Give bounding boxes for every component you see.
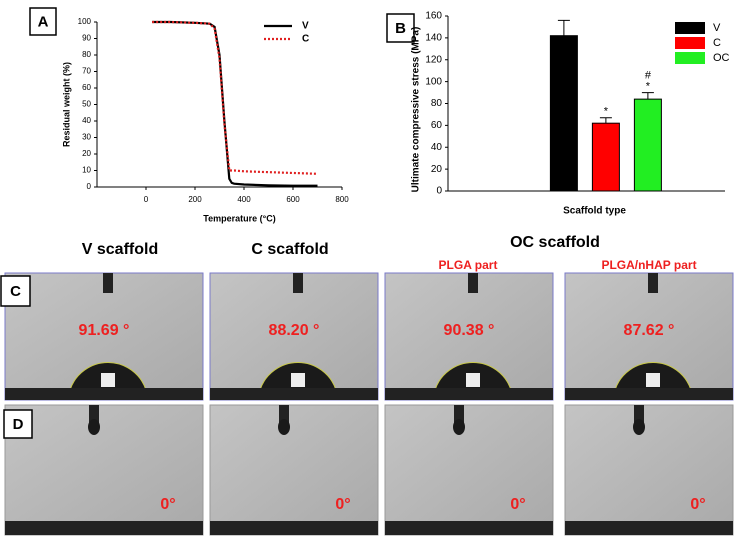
- droplet-highlight: [101, 373, 115, 387]
- scaffold-base: [210, 521, 378, 535]
- legend-label: C: [302, 34, 309, 45]
- y-axis-title: Residual weight (%): [61, 62, 71, 147]
- needle: [103, 273, 113, 293]
- droplet: [633, 419, 645, 435]
- y-tick-label: 70: [82, 67, 91, 76]
- legend-label: V: [713, 22, 721, 34]
- x-tick-label: 800: [335, 195, 349, 204]
- significance-mark: #: [645, 69, 652, 81]
- panel-label: C: [10, 283, 21, 300]
- error-bar: [557, 19, 570, 36]
- y-tick-label: 120: [425, 54, 442, 65]
- contact-angle: 0°: [335, 496, 350, 513]
- y-axis-title: Ultimate compressive stress (MPa): [411, 27, 422, 193]
- panel-label-box: [386, 13, 415, 43]
- column-title: V scaffold: [82, 241, 158, 258]
- photo: [4, 404, 204, 536]
- y-tick-label: 60: [431, 120, 443, 131]
- legend-label: V: [302, 21, 309, 32]
- y-tick-label: 160: [425, 11, 442, 22]
- panel-label: B: [395, 20, 406, 37]
- needle: [454, 405, 464, 423]
- scaffold-base: [565, 388, 733, 400]
- droplet-highlight: [291, 373, 305, 387]
- droplet-highlight: [646, 373, 660, 387]
- column-title: C scaffold: [251, 241, 328, 258]
- y-tick-label: 40: [82, 116, 91, 125]
- droplet-highlight: [466, 373, 480, 387]
- contact-angle: 88.20 °: [269, 322, 320, 339]
- legend-swatch: [675, 52, 705, 64]
- x-tick-label: 0: [144, 195, 149, 204]
- scaffold-base: [565, 521, 733, 535]
- needle: [648, 273, 658, 293]
- y-tick-label: 10: [82, 166, 91, 175]
- y-tick-label: 0: [87, 182, 92, 191]
- scaffold-base: [210, 388, 378, 400]
- y-tick-label: 100: [78, 17, 92, 26]
- y-tick-label: 80: [82, 50, 91, 59]
- bar: [549, 35, 578, 192]
- needle: [634, 405, 644, 423]
- contact-angle: 91.69 °: [79, 322, 130, 339]
- line-series: [152, 20, 318, 187]
- y-tick-label: 100: [425, 76, 442, 87]
- panel-label-box: [3, 409, 33, 439]
- contact-angle: 90.38 °: [444, 322, 495, 339]
- legend-swatch: [675, 22, 705, 34]
- legend-label: OC: [713, 52, 730, 64]
- droplet: [453, 419, 465, 435]
- x-axis-title: Scaffold type: [563, 206, 626, 217]
- y-tick-label: 60: [82, 83, 91, 92]
- significance-mark: *: [604, 106, 609, 118]
- needle: [279, 405, 289, 423]
- line-series: [152, 20, 318, 175]
- scaffold-base: [5, 521, 203, 535]
- legend-swatch: [675, 37, 705, 49]
- contact-angle: 0°: [510, 496, 525, 513]
- x-axis-title: Temperature (°C): [203, 213, 275, 223]
- panel-label: D: [13, 416, 24, 433]
- droplet: [88, 419, 100, 435]
- photo: [564, 404, 734, 536]
- y-tick-label: 0: [436, 186, 442, 197]
- column-subtitle: PLGA part: [439, 258, 498, 272]
- contact-angle: 0°: [690, 496, 705, 513]
- y-tick-label: 50: [82, 100, 91, 109]
- panel-label-box: [0, 275, 31, 307]
- y-tick-label: 20: [82, 149, 91, 158]
- needle: [468, 273, 478, 293]
- photo: [209, 404, 379, 536]
- y-tick-label: 40: [431, 142, 443, 153]
- legend-label: C: [713, 37, 721, 49]
- x-tick-label: 200: [188, 195, 202, 204]
- y-tick-label: 80: [431, 98, 443, 109]
- contact-angle: 87.62 °: [624, 322, 675, 339]
- error-bar: [599, 117, 612, 124]
- needle: [293, 273, 303, 293]
- needle: [89, 405, 99, 423]
- x-tick-label: 600: [286, 195, 300, 204]
- bar: [633, 98, 662, 192]
- panel-label: A: [38, 13, 49, 30]
- bar: [591, 122, 620, 192]
- scaffold-base: [385, 388, 553, 400]
- y-tick-label: 30: [82, 133, 91, 142]
- panel-label-box: [29, 7, 57, 36]
- y-tick-label: 140: [425, 33, 442, 44]
- contact-angle: 0°: [160, 496, 175, 513]
- droplet: [278, 419, 290, 435]
- scaffold-base: [5, 388, 203, 400]
- y-tick-label: 20: [431, 164, 443, 175]
- column-subtitle: PLGA/nHAP part: [601, 258, 696, 272]
- photo: [384, 404, 554, 536]
- column-title: OC scaffold: [510, 234, 600, 251]
- significance-mark: *: [646, 80, 651, 92]
- x-tick-label: 400: [237, 195, 251, 204]
- scaffold-base: [385, 521, 553, 535]
- y-tick-label: 90: [82, 34, 91, 43]
- error-bar: [641, 92, 654, 100]
